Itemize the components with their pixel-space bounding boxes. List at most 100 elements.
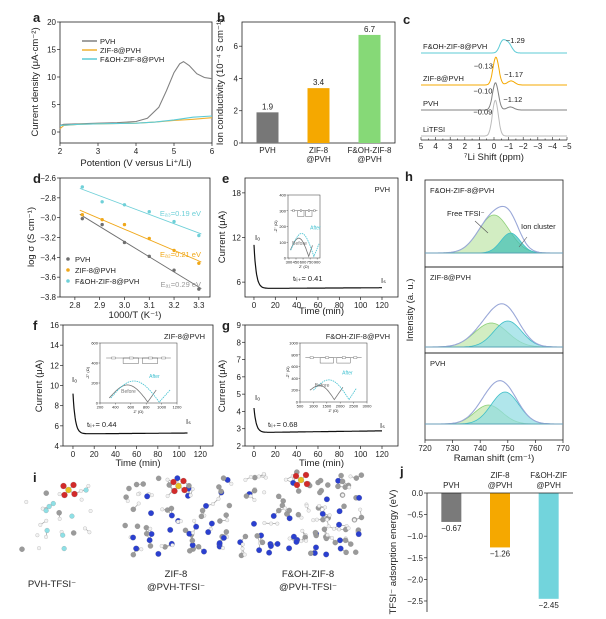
subpanel-label: PVH (430, 359, 445, 368)
hydrogen-atom (211, 502, 215, 506)
inset-x-axis-label: Z' (Ω) (134, 409, 145, 414)
data-point (147, 210, 151, 214)
nitrogen-atom (146, 537, 153, 544)
fit-line (79, 187, 202, 235)
panel-letter: i (33, 470, 37, 485)
y-tick-label: 4 (237, 407, 242, 416)
carbon-atom (182, 527, 189, 534)
molecule-model (19, 481, 93, 552)
category-label: F&OH-ZIF-8 (348, 146, 393, 155)
oxygen-atom (180, 477, 187, 485)
x-tick-label: −4 (548, 142, 558, 151)
panel-i-molecules: PVH-TFSI⁻ ZIF-8 @PVH-TFSI⁻ F&OH-ZIF-8 @PVH-T… (19, 469, 365, 593)
fluorine-atom (61, 546, 67, 552)
nitrogen-atom (356, 494, 363, 501)
inset-x-tick-label: 450 (293, 260, 300, 265)
x-tick-label: 3.0 (119, 301, 131, 310)
carbon-atom (342, 537, 349, 544)
oxygen-atom (70, 481, 77, 489)
hydrogen-atom (314, 517, 319, 522)
inset-y-tick-label: 300 (279, 208, 286, 213)
hydrogen-atom (86, 484, 91, 488)
raman-subpanel: F&OH-ZIF-8@PVH (424, 179, 564, 268)
y-tick-label: −2.8 (40, 194, 56, 203)
inset-y-tick-label: 0 (96, 401, 99, 406)
hydrogen-atom (229, 481, 234, 486)
y-tick-label: 6 (237, 373, 242, 382)
equivalent-circuit-icon (106, 356, 171, 364)
x-tick-label: 20 (271, 450, 280, 459)
legend-marker (66, 268, 70, 272)
data-point (100, 200, 104, 204)
fluorine-atom (44, 528, 50, 534)
carbon-atom (189, 537, 196, 544)
carbon-atom (308, 550, 314, 556)
carbon-atom (147, 543, 154, 549)
carbon-atom (168, 505, 175, 512)
inset-y-tick-label: 400 (91, 361, 98, 366)
inset-y-axis-label: -Z'' (Ω) (85, 366, 90, 379)
nitrogen-atom (355, 531, 362, 538)
y-axis-label: Current (μA) (217, 360, 228, 412)
carbon-atom (70, 530, 77, 536)
x-tick-label: 2 (463, 142, 468, 151)
carbon-atom (332, 539, 338, 546)
carbon-atom (339, 478, 346, 485)
panel-letter: d (33, 171, 41, 186)
x-tick-label: 20 (90, 450, 99, 459)
nitrogen-atom (286, 545, 292, 552)
y-tick-label: 15 (47, 46, 56, 55)
y-tick-label: 6 (234, 42, 239, 51)
trace-label: ZIF-8@PVH (423, 74, 464, 83)
hydrogen-atom (240, 546, 245, 551)
plot-frame (59, 21, 213, 144)
panel-h-chart: F&OH-ZIF-8@PVH ZIF-8@PVH PVH Free TFSI⁻ Ion … (405, 179, 570, 464)
y-axis-label: TFSI⁻ adsorption energy (eV) (388, 490, 399, 615)
inset-x-tick-label: 1000 (309, 404, 319, 409)
x-tick-label: 100 (354, 450, 368, 459)
y-tick-label: 9 (237, 321, 242, 330)
i0-label: I₀ (255, 393, 260, 402)
x-tick-label: −3 (533, 142, 543, 151)
fluorine-atom (69, 513, 75, 519)
i0-label: I₀ (255, 233, 260, 242)
legend-label: PVH (75, 255, 90, 264)
carbon-atom (335, 483, 341, 490)
carbon-atom (358, 472, 365, 478)
after-label: After (149, 374, 160, 380)
sample-label: F&OH-ZIF-8@PVH (326, 332, 390, 341)
nitrogen-atom (148, 531, 155, 537)
panel-letter: j (399, 464, 404, 479)
x-tick-label: 4 (134, 147, 139, 156)
y-tick-label: −3.0 (40, 214, 56, 223)
x-axis-label: Potention (V versus Li⁺/Li) (80, 158, 191, 169)
y-tick-label: 6 (237, 278, 242, 287)
x-tick-label: 80 (335, 450, 344, 459)
carbon-atom (155, 475, 162, 482)
category-label: PVH (259, 146, 276, 155)
y-tick-label: −1.0 (407, 532, 423, 541)
hydrogen-atom (188, 493, 193, 498)
carbon-atom (280, 498, 286, 504)
transference-number-label: tₗᵢ₊= 0.68 (268, 420, 298, 429)
data-point (80, 216, 85, 221)
x-tick-label: 0 (252, 450, 257, 459)
category-label: @PVH (357, 155, 382, 164)
hydrogen-atom (340, 493, 345, 498)
y-tick-label: 16 (50, 321, 59, 330)
fit-line (79, 209, 202, 263)
is-label: Iₛ (186, 417, 191, 426)
nitrogen-atom (336, 508, 343, 515)
hydrogen-atom (283, 506, 287, 511)
hydrogen-atom (242, 552, 247, 557)
nitrogen-atom (268, 543, 274, 549)
hydrogen-atom (170, 543, 175, 548)
carbon-atom (218, 488, 224, 495)
x-tick-label: 4 (433, 142, 438, 151)
panel-a-chart: 2 3 4 5 6 0 5 10 15 20 Potention (V versus Li⁺/Li)… (30, 18, 215, 169)
oxygen-atom (292, 472, 300, 480)
carbon-atom (123, 494, 129, 500)
inset-x-tick-label: 200 (97, 405, 104, 410)
bar (307, 88, 330, 143)
